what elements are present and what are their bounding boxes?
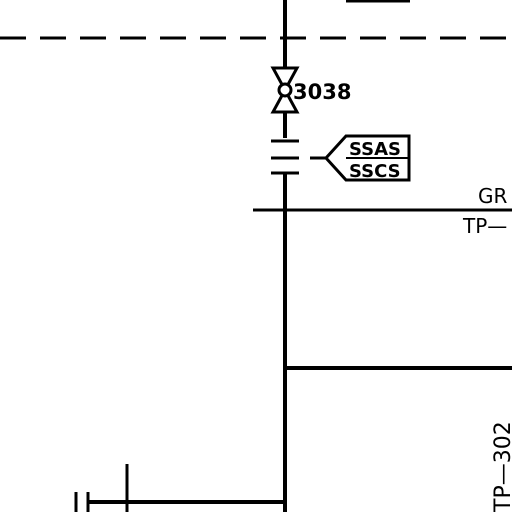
valve-tag-label: 3038 [293, 80, 351, 104]
vertical-line-label: TP—302 [491, 421, 512, 512]
valve-upper-triangle [270, 66, 300, 94]
valve-stem-circle [277, 82, 293, 98]
service-flag-top-label: SSAS [349, 139, 401, 160]
right-edge-label-bottom: TP— [462, 214, 507, 238]
service-flag-bottom-label: SSCS [349, 161, 401, 182]
service-flag[interactable]: SSAS SSCS [323, 134, 411, 182]
right-edge-label-top: GR [478, 184, 507, 208]
gate-valve-3038[interactable] [270, 66, 300, 114]
